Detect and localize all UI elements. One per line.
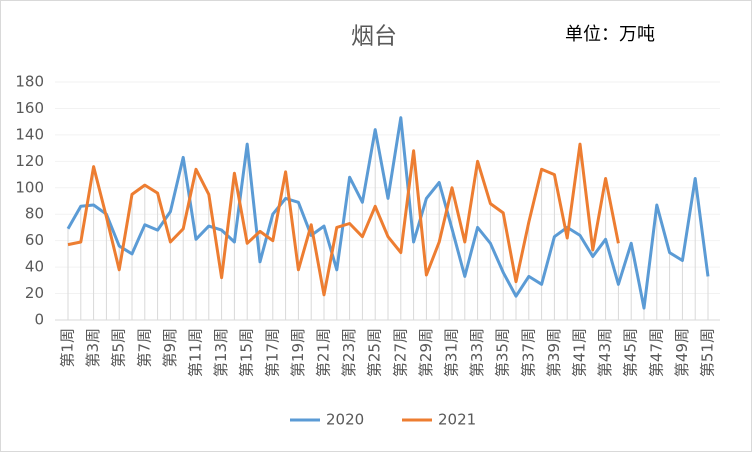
y-tick-label: 60 xyxy=(25,231,44,249)
annotation: 单位：万吨 xyxy=(565,24,655,45)
x-tick-label: 第7周 xyxy=(135,328,153,368)
y-tick-label: 120 xyxy=(15,152,44,170)
x-tick-label: 第35周 xyxy=(494,328,512,377)
y-tick-label: 140 xyxy=(15,125,44,143)
y-tick-label: 160 xyxy=(15,99,44,117)
x-tick-label: 第33周 xyxy=(468,328,486,377)
x-tick-label: 第13周 xyxy=(212,328,230,377)
y-tick-label: 180 xyxy=(15,73,44,91)
y-tick-label: 100 xyxy=(15,178,44,196)
legend-label: 2021 xyxy=(438,411,476,429)
y-tick-label: 20 xyxy=(25,284,44,302)
legend-label: 2020 xyxy=(326,411,364,429)
chart-title: 烟台 xyxy=(351,24,397,50)
x-tick-label: 第49周 xyxy=(673,328,691,377)
line-series xyxy=(66,116,710,310)
x-tick-label: 第37周 xyxy=(519,328,537,377)
x-tick-label: 第27周 xyxy=(391,328,409,377)
y-tick-label: 0 xyxy=(34,311,44,329)
x-tick-label: 第9周 xyxy=(161,328,179,368)
x-tick-label: 第25周 xyxy=(366,328,384,377)
line-series xyxy=(67,142,620,297)
x-tick-label: 第11周 xyxy=(187,328,205,377)
x-tick-label: 第17周 xyxy=(263,328,281,377)
x-tick-label: 第19周 xyxy=(289,328,307,377)
x-tick-label: 第29周 xyxy=(417,328,435,377)
x-tick-label: 第41周 xyxy=(571,328,589,377)
x-tick-label: 第43周 xyxy=(596,328,614,377)
x-tick-label: 第45周 xyxy=(622,328,640,377)
x-tick-label: 第39周 xyxy=(545,328,563,377)
y-tick-label: 40 xyxy=(25,258,44,276)
x-tick-label: 第5周 xyxy=(110,328,128,368)
x-tick-label: 第23周 xyxy=(340,328,358,377)
x-tick-label: 第21周 xyxy=(315,328,333,377)
x-tick-label: 第47周 xyxy=(647,328,665,377)
x-tick-label: 第3周 xyxy=(84,328,102,368)
x-tick-label: 第1周 xyxy=(59,328,77,368)
x-tick-label: 第51周 xyxy=(699,328,717,377)
x-tick-label: 第31周 xyxy=(443,328,461,377)
y-tick-label: 80 xyxy=(25,205,44,223)
x-tick-label: 第15周 xyxy=(238,328,256,377)
